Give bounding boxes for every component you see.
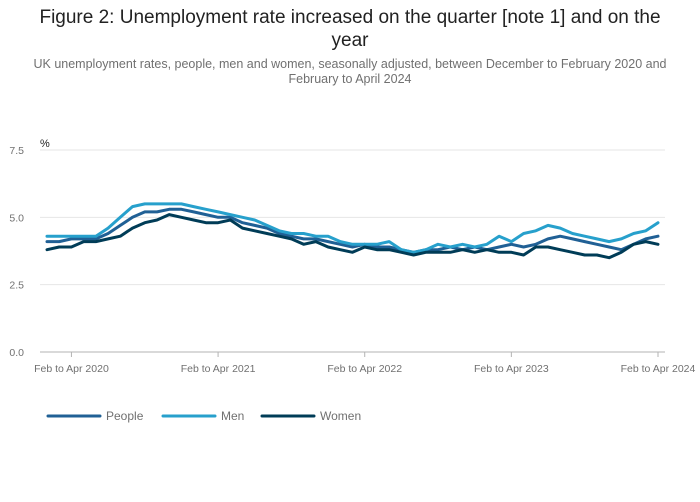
- legend: People Men Women: [46, 409, 361, 423]
- legend-label-men: Men: [221, 409, 244, 423]
- legend-label-people: People: [106, 409, 144, 423]
- y-tick-label: 0.0: [9, 347, 24, 359]
- series-line-women: [45, 213, 660, 260]
- y-tick-label: 7.5: [9, 145, 24, 157]
- chart-subtitle: UK unemployment rates, people, men and w…: [33, 57, 667, 86]
- chart-title: Figure 2: Unemployment rate increased on…: [39, 7, 661, 51]
- y-tick-label: 5.0: [9, 212, 24, 224]
- legend-label-women: Women: [320, 409, 361, 423]
- x-tick-label: Feb to Apr 2021: [181, 363, 256, 375]
- grid-layer: [40, 149, 665, 353]
- x-tick-label: Feb to Apr 2022: [327, 363, 402, 375]
- series-layer: [45, 202, 660, 260]
- series-line-people: [45, 207, 660, 254]
- axis-layer: 0.0 2.5 5.0 7.5% Feb to Apr 2020 Feb to Apr 2…: [9, 138, 695, 375]
- y-axis-unit: %: [40, 138, 50, 150]
- x-tick-label: Feb to Apr 2024: [621, 363, 696, 375]
- series-line-men: [45, 202, 660, 254]
- x-tick-label: Feb to Apr 2020: [34, 363, 109, 375]
- y-tick-label: 2.5: [9, 280, 24, 292]
- x-tick-label: Feb to Apr 2023: [474, 363, 549, 375]
